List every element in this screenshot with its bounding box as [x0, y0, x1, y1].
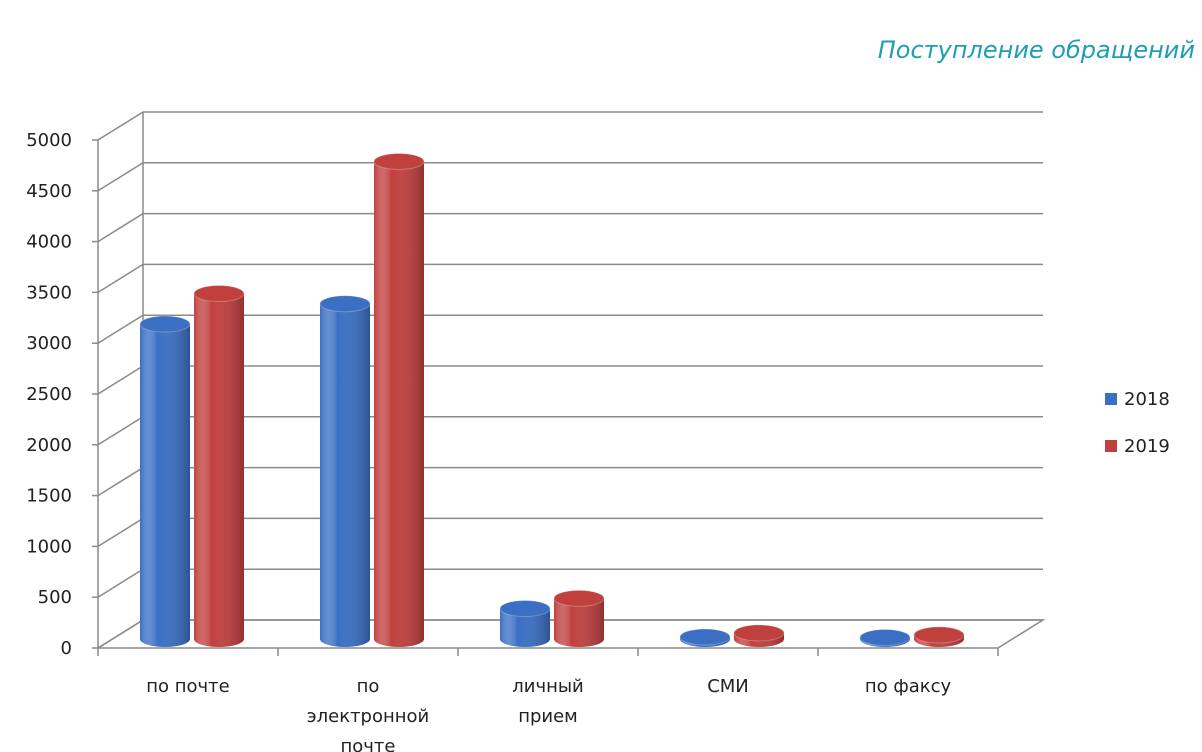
bar-top [319, 295, 371, 313]
legend-swatch [1105, 440, 1117, 452]
bar-2019-0 [193, 285, 245, 647]
bar-top [499, 600, 551, 618]
x-axis [97, 140, 999, 656]
bar-2019-3 [733, 624, 785, 647]
bar-2019-2 [553, 589, 605, 647]
y-tick-label: 4000 [26, 232, 72, 253]
bar-shade [140, 324, 190, 647]
x-category-label: прием [518, 706, 578, 727]
bar-2018-3 [679, 628, 731, 647]
bar-2018-4 [859, 628, 911, 647]
bar-shade [374, 161, 424, 647]
y-tick-label: 2500 [26, 384, 72, 405]
gridline [97, 162, 1043, 192]
legend-label: 2019 [1124, 436, 1170, 457]
y-tick-label: 4500 [26, 181, 72, 202]
y-tick-label: 5000 [26, 130, 72, 151]
chart-title: Поступление обращений [878, 36, 1195, 64]
bar-2019-1 [373, 152, 425, 647]
y-tick-label: 2000 [26, 435, 72, 456]
bar-shade [320, 303, 370, 647]
bar-shade [194, 293, 244, 647]
x-category-label: почте [341, 736, 396, 752]
gridline [97, 111, 1043, 141]
bar-top [139, 315, 191, 333]
bar-2018-0 [139, 315, 191, 647]
y-axis-ticks: 0 500 1000 1500 2000 2500 3000 3500 4000 4500 5000 [26, 130, 98, 659]
y-tick-label: 500 [38, 587, 72, 608]
bar-top [193, 285, 245, 303]
bar-top [679, 628, 731, 646]
x-axis-labels: по почте по электронной почте личный прием СМИ… [146, 676, 951, 752]
x-category-label: по [357, 676, 380, 697]
y-tick-label: 3500 [26, 282, 72, 303]
legend-label: 2018 [1124, 389, 1170, 410]
x-category-label: личный [512, 676, 584, 697]
bars [139, 152, 965, 647]
bar-top [553, 589, 605, 607]
x-category-label: СМИ [707, 676, 749, 697]
y-tick-label: 0 [61, 638, 72, 659]
x-category-label: по факсу [865, 676, 952, 697]
x-category-label: электронной [307, 706, 430, 727]
legend-swatch [1105, 393, 1117, 405]
bar-top [733, 624, 785, 642]
bar-top [859, 628, 911, 646]
bar-2018-2 [499, 600, 551, 647]
bar-shade [500, 608, 550, 647]
legend: 2018 2019 [1105, 389, 1170, 457]
x-category-label: по почте [146, 676, 229, 697]
y-tick-label: 3000 [26, 333, 72, 354]
y-tick-label: 1000 [26, 536, 72, 557]
gridline [97, 314, 1043, 344]
bar-top [373, 152, 425, 170]
gridline [97, 212, 1043, 243]
bar-shade [554, 598, 604, 647]
gridline [97, 263, 1043, 294]
bar-2018-1 [319, 295, 371, 647]
y-tick-label: 1500 [26, 486, 72, 507]
bar-top [913, 626, 965, 644]
bar-2019-4 [913, 626, 965, 647]
